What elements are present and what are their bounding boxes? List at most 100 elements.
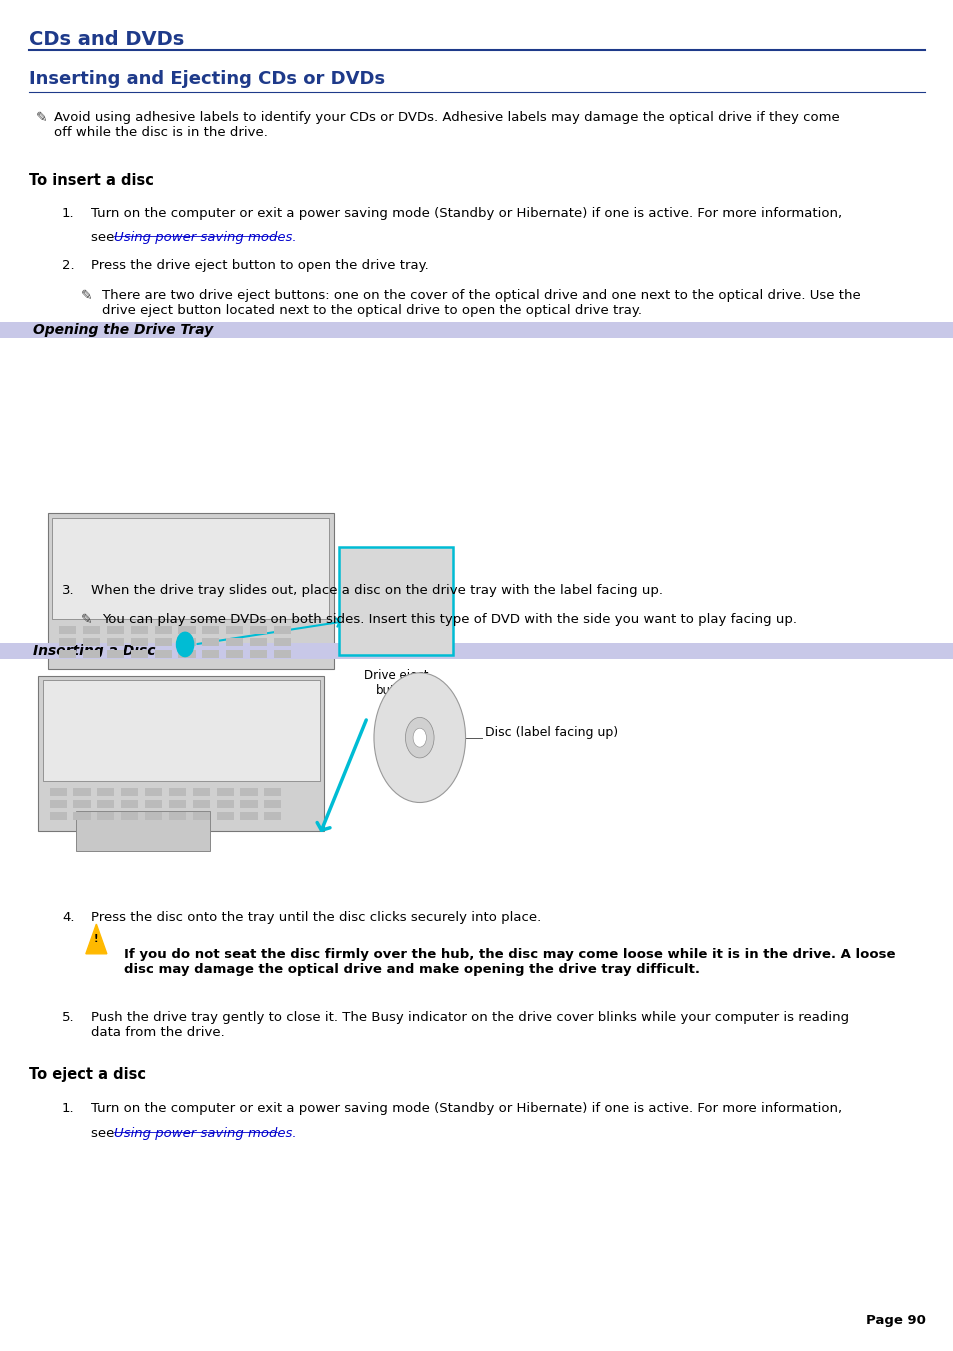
Text: Turn on the computer or exit a power saving mode (Standby or Hibernate) if one i: Turn on the computer or exit a power sav… bbox=[91, 1102, 841, 1116]
Text: see: see bbox=[91, 231, 118, 245]
Text: Using power saving modes.: Using power saving modes. bbox=[113, 1127, 295, 1140]
Text: There are two drive eject buttons: one on the cover of the optical drive and one: There are two drive eject buttons: one o… bbox=[102, 289, 860, 317]
FancyBboxPatch shape bbox=[97, 812, 114, 820]
Text: 4.: 4. bbox=[62, 911, 74, 924]
FancyBboxPatch shape bbox=[121, 800, 138, 808]
Text: Press the disc onto the tray until the disc clicks securely into place.: Press the disc onto the tray until the d… bbox=[91, 911, 540, 924]
FancyBboxPatch shape bbox=[338, 547, 453, 655]
FancyBboxPatch shape bbox=[178, 650, 195, 658]
Text: Push the drive tray gently to close it. The Busy indicator on the drive cover bl: Push the drive tray gently to close it. … bbox=[91, 1011, 848, 1039]
FancyBboxPatch shape bbox=[97, 800, 114, 808]
FancyBboxPatch shape bbox=[264, 800, 281, 808]
Text: 3.: 3. bbox=[62, 584, 74, 597]
FancyBboxPatch shape bbox=[97, 788, 114, 796]
Text: 5.: 5. bbox=[62, 1011, 74, 1024]
FancyBboxPatch shape bbox=[107, 626, 124, 634]
FancyBboxPatch shape bbox=[59, 626, 76, 634]
FancyBboxPatch shape bbox=[169, 800, 186, 808]
FancyBboxPatch shape bbox=[240, 788, 257, 796]
FancyBboxPatch shape bbox=[73, 812, 91, 820]
Circle shape bbox=[374, 673, 465, 802]
Text: You can play some DVDs on both sides. Insert this type of DVD with the side you : You can play some DVDs on both sides. In… bbox=[102, 613, 797, 627]
FancyBboxPatch shape bbox=[169, 788, 186, 796]
FancyBboxPatch shape bbox=[193, 812, 210, 820]
Text: Inserting a Disc: Inserting a Disc bbox=[33, 644, 155, 658]
FancyBboxPatch shape bbox=[43, 680, 319, 781]
FancyBboxPatch shape bbox=[107, 650, 124, 658]
Text: see: see bbox=[91, 1127, 118, 1140]
Text: ✎: ✎ bbox=[81, 289, 92, 303]
FancyBboxPatch shape bbox=[274, 626, 291, 634]
FancyBboxPatch shape bbox=[83, 638, 100, 646]
FancyBboxPatch shape bbox=[83, 650, 100, 658]
FancyBboxPatch shape bbox=[0, 322, 953, 338]
FancyBboxPatch shape bbox=[154, 638, 172, 646]
FancyBboxPatch shape bbox=[131, 626, 148, 634]
FancyBboxPatch shape bbox=[250, 650, 267, 658]
Text: Inserting and Ejecting CDs or DVDs: Inserting and Ejecting CDs or DVDs bbox=[29, 70, 384, 88]
Circle shape bbox=[413, 728, 426, 747]
FancyBboxPatch shape bbox=[131, 650, 148, 658]
Text: ✎: ✎ bbox=[36, 111, 48, 124]
FancyBboxPatch shape bbox=[216, 812, 233, 820]
FancyBboxPatch shape bbox=[121, 788, 138, 796]
FancyBboxPatch shape bbox=[73, 788, 91, 796]
Text: Drive eject
button: Drive eject button bbox=[363, 669, 428, 697]
FancyBboxPatch shape bbox=[193, 788, 210, 796]
FancyBboxPatch shape bbox=[226, 638, 243, 646]
FancyBboxPatch shape bbox=[178, 638, 195, 646]
FancyBboxPatch shape bbox=[50, 800, 67, 808]
FancyBboxPatch shape bbox=[131, 638, 148, 646]
FancyBboxPatch shape bbox=[50, 812, 67, 820]
Text: CDs and DVDs: CDs and DVDs bbox=[29, 30, 184, 49]
Text: Turn on the computer or exit a power saving mode (Standby or Hibernate) if one i: Turn on the computer or exit a power sav… bbox=[91, 207, 841, 220]
FancyBboxPatch shape bbox=[59, 650, 76, 658]
Text: Disc (label facing up): Disc (label facing up) bbox=[484, 725, 618, 739]
FancyBboxPatch shape bbox=[73, 800, 91, 808]
FancyBboxPatch shape bbox=[274, 650, 291, 658]
Text: Avoid using adhesive labels to identify your CDs or DVDs. Adhesive labels may da: Avoid using adhesive labels to identify … bbox=[54, 111, 840, 139]
Circle shape bbox=[176, 632, 193, 657]
FancyBboxPatch shape bbox=[145, 800, 162, 808]
FancyBboxPatch shape bbox=[250, 626, 267, 634]
FancyBboxPatch shape bbox=[121, 812, 138, 820]
Polygon shape bbox=[86, 924, 107, 954]
FancyBboxPatch shape bbox=[240, 812, 257, 820]
FancyBboxPatch shape bbox=[83, 626, 100, 634]
FancyBboxPatch shape bbox=[250, 638, 267, 646]
FancyBboxPatch shape bbox=[50, 788, 67, 796]
FancyBboxPatch shape bbox=[202, 626, 219, 634]
FancyBboxPatch shape bbox=[0, 643, 953, 659]
Text: 1.: 1. bbox=[62, 207, 74, 220]
Text: ✎: ✎ bbox=[81, 613, 92, 627]
FancyBboxPatch shape bbox=[154, 650, 172, 658]
Text: If you do not seat the disc firmly over the hub, the disc may come loose while i: If you do not seat the disc firmly over … bbox=[124, 948, 895, 977]
Circle shape bbox=[405, 717, 434, 758]
FancyBboxPatch shape bbox=[240, 800, 257, 808]
FancyBboxPatch shape bbox=[202, 650, 219, 658]
Text: 1.: 1. bbox=[62, 1102, 74, 1116]
FancyBboxPatch shape bbox=[76, 811, 210, 851]
FancyBboxPatch shape bbox=[107, 638, 124, 646]
FancyBboxPatch shape bbox=[202, 638, 219, 646]
FancyBboxPatch shape bbox=[193, 800, 210, 808]
FancyBboxPatch shape bbox=[274, 638, 291, 646]
FancyBboxPatch shape bbox=[154, 626, 172, 634]
Text: Press the drive eject button to open the drive tray.: Press the drive eject button to open the… bbox=[91, 259, 428, 273]
FancyBboxPatch shape bbox=[226, 650, 243, 658]
Text: To insert a disc: To insert a disc bbox=[29, 173, 153, 188]
Text: 2.: 2. bbox=[62, 259, 74, 273]
FancyBboxPatch shape bbox=[59, 638, 76, 646]
Text: !: ! bbox=[94, 934, 98, 944]
FancyBboxPatch shape bbox=[226, 626, 243, 634]
FancyBboxPatch shape bbox=[216, 800, 233, 808]
Text: Page 90: Page 90 bbox=[864, 1313, 924, 1327]
FancyBboxPatch shape bbox=[216, 788, 233, 796]
Text: Using power saving modes.: Using power saving modes. bbox=[113, 231, 295, 245]
FancyBboxPatch shape bbox=[52, 517, 329, 619]
FancyBboxPatch shape bbox=[264, 788, 281, 796]
Text: Opening the Drive Tray: Opening the Drive Tray bbox=[33, 323, 213, 336]
FancyBboxPatch shape bbox=[264, 812, 281, 820]
FancyBboxPatch shape bbox=[38, 676, 324, 831]
FancyBboxPatch shape bbox=[178, 626, 195, 634]
